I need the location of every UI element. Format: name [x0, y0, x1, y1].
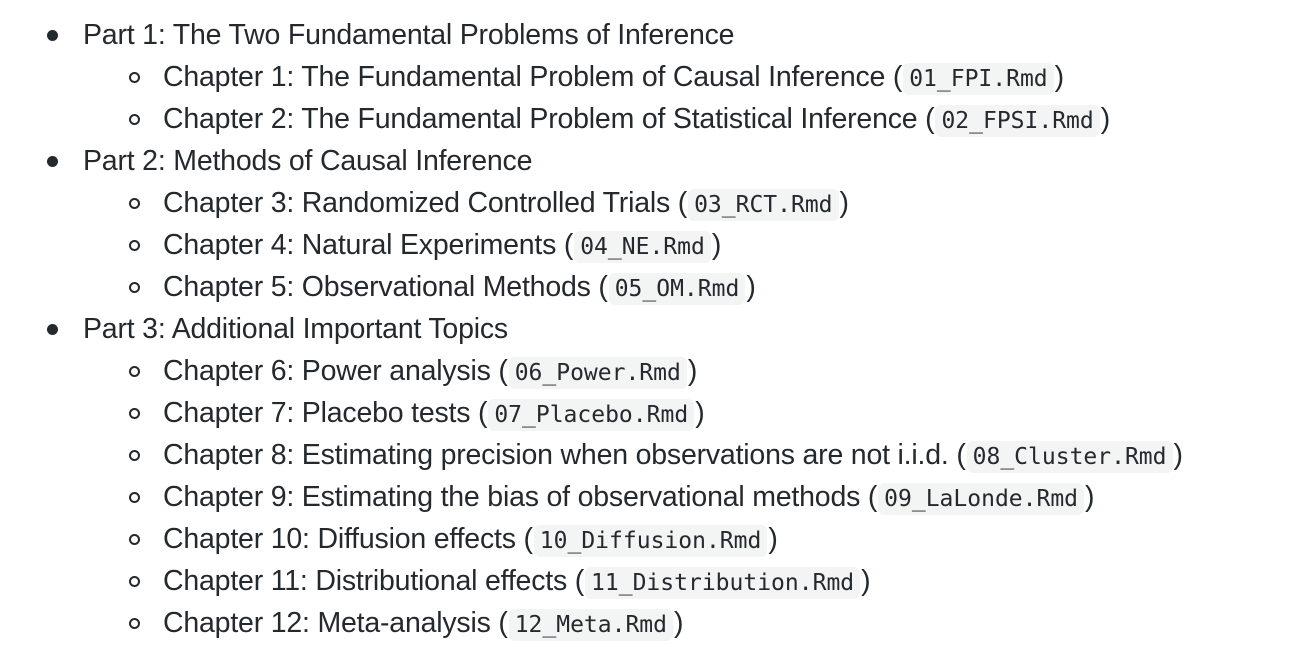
chapter-title: Chapter 9: Estimating the bias of observ… — [163, 481, 861, 513]
chapters-list: Chapter 1: The Fundamental Problem of Ca… — [83, 56, 1308, 140]
chapter-item: Chapter 7: Placebo tests (07_Placebo.Rmd… — [129, 392, 1308, 434]
chapter-title: Chapter 3: Randomized Controlled Trials — [163, 187, 671, 219]
chapter-item: Chapter 3: Randomized Controlled Trials … — [129, 182, 1308, 224]
chapters-list: Chapter 3: Randomized Controlled Trials … — [83, 182, 1308, 308]
chapter-file: 09_LaLonde.Rmd — [878, 483, 1085, 515]
parts-list: Part 1: The Two Fundamental Problems of … — [0, 14, 1308, 644]
part-3-heading: Part 3: Additional Important Topics — [47, 308, 1308, 350]
chapter-item: Chapter 12: Meta-analysis (12_Meta.Rmd) — [129, 602, 1308, 644]
part-item: Part 1: The Two Fundamental Problems of … — [47, 14, 1308, 140]
chapter-file: 11_Distribution.Rmd — [585, 567, 861, 599]
chapter-file: 02_FPSI.Rmd — [935, 105, 1100, 137]
chapter-file: 12_Meta.Rmd — [508, 609, 674, 641]
chapter-item: Chapter 11: Distributional effects (11_D… — [129, 560, 1308, 602]
chapter-file: 05_OM.Rmd — [608, 273, 746, 305]
chapter-title: Chapter 11: Distributional effects — [163, 565, 568, 597]
chapter-file: 06_Power.Rmd — [508, 357, 687, 389]
document-outline: Part 1: The Two Fundamental Problems of … — [0, 14, 1308, 644]
chapter-file: 07_Placebo.Rmd — [488, 399, 695, 431]
chapter-title: Chapter 6: Power analysis — [163, 355, 491, 387]
chapter-file: 08_Cluster.Rmd — [966, 441, 1173, 473]
chapter-file: 04_NE.Rmd — [574, 231, 711, 263]
chapter-title: Chapter 2: The Fundamental Problem of St… — [163, 103, 918, 135]
chapter-file: 10_Diffusion.Rmd — [533, 525, 768, 557]
chapter-item: Chapter 9: Estimating the bias of observ… — [129, 476, 1308, 518]
chapter-file: 01_FPI.Rmd — [903, 63, 1054, 95]
chapter-item: Chapter 2: The Fundamental Problem of St… — [129, 98, 1308, 140]
chapter-file: 03_RCT.Rmd — [688, 189, 839, 221]
part-item: Part 3: Additional Important Topics Chap… — [47, 308, 1308, 644]
part-item: Part 2: Methods of Causal Inference Chap… — [47, 140, 1308, 308]
part-1-heading: Part 1: The Two Fundamental Problems of … — [47, 14, 1308, 56]
chapter-title: Chapter 12: Meta-analysis — [163, 607, 491, 639]
chapter-title: Chapter 5: Observational Methods — [163, 271, 591, 303]
chapters-list: Chapter 6: Power analysis (06_Power.Rmd)… — [83, 350, 1308, 644]
chapter-item: Chapter 5: Observational Methods (05_OM.… — [129, 266, 1308, 308]
chapter-title: Chapter 1: The Fundamental Problem of Ca… — [163, 61, 886, 93]
chapter-title: Chapter 7: Placebo tests — [163, 397, 471, 429]
chapter-title: Chapter 4: Natural Experiments — [163, 229, 557, 261]
part-2-heading: Part 2: Methods of Causal Inference — [47, 140, 1308, 182]
chapter-item: Chapter 10: Diffusion effects (10_Diffus… — [129, 518, 1308, 560]
chapter-title: Chapter 10: Diffusion effects — [163, 523, 516, 555]
chapter-item: Chapter 8: Estimating precision when obs… — [129, 434, 1308, 476]
chapter-item: Chapter 4: Natural Experiments (04_NE.Rm… — [129, 224, 1308, 266]
chapter-item: Chapter 6: Power analysis (06_Power.Rmd) — [129, 350, 1308, 392]
chapter-title: Chapter 8: Estimating precision when obs… — [163, 439, 949, 471]
chapter-item: Chapter 1: The Fundamental Problem of Ca… — [129, 56, 1308, 98]
